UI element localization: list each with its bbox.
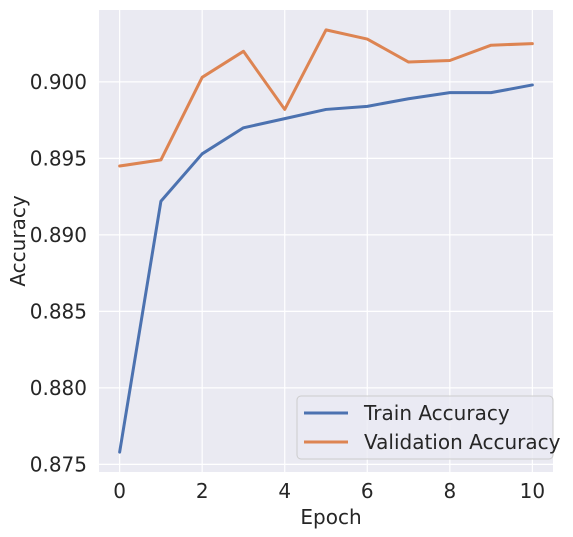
y-tick-label: 0.880 [30,376,87,400]
x-axis-label: Epoch [300,505,361,529]
x-tick-label: 2 [196,479,209,503]
y-tick-labels: 0.875 0.880 0.885 0.890 0.895 0.900 [30,70,87,476]
x-tick-label: 10 [520,479,545,503]
y-axis-label: Accuracy [6,195,30,286]
x-tick-label: 8 [443,479,456,503]
y-tick-label: 0.885 [30,299,87,323]
x-tick-label: 0 [113,479,126,503]
legend: Train Accuracy Validation Accuracy [297,396,561,459]
legend-label-validation: Validation Accuracy [364,430,561,454]
y-tick-label: 0.890 [30,223,87,247]
x-tick-label: 6 [361,479,374,503]
y-tick-label: 0.900 [30,70,87,94]
y-tick-label: 0.875 [30,452,87,476]
x-tick-label: 4 [278,479,291,503]
legend-label-train: Train Accuracy [363,401,510,425]
x-tick-labels: 0 2 4 6 8 10 [113,479,545,503]
y-tick-label: 0.895 [30,146,87,170]
